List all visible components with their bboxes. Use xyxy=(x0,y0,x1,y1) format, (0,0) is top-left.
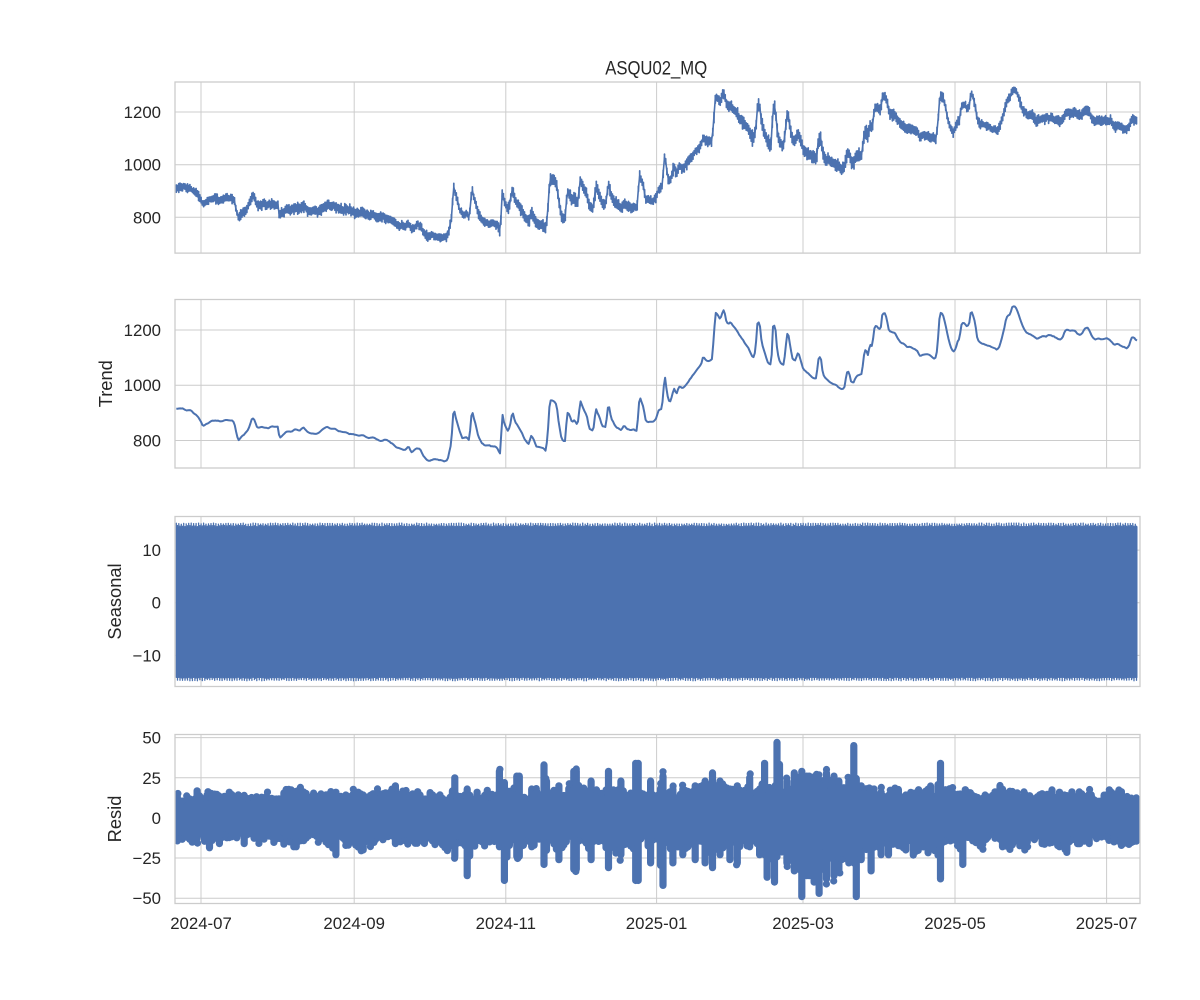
svg-text:10: 10 xyxy=(142,541,161,560)
svg-text:0: 0 xyxy=(152,809,161,828)
svg-text:1200: 1200 xyxy=(124,103,161,122)
svg-text:800: 800 xyxy=(133,208,161,227)
svg-text:25: 25 xyxy=(142,769,161,788)
svg-text:2024-11: 2024-11 xyxy=(476,914,536,933)
svg-text:2025-03: 2025-03 xyxy=(772,914,834,933)
svg-text:Trend: Trend xyxy=(95,360,116,407)
svg-text:−25: −25 xyxy=(133,849,161,868)
svg-text:2025-01: 2025-01 xyxy=(626,914,688,933)
svg-text:1200: 1200 xyxy=(124,321,161,340)
svg-text:ASQU02_MQ: ASQU02_MQ xyxy=(605,59,707,80)
svg-text:0: 0 xyxy=(152,594,161,613)
svg-text:2025-05: 2025-05 xyxy=(924,914,986,933)
svg-text:800: 800 xyxy=(133,432,161,451)
svg-text:1000: 1000 xyxy=(124,376,161,395)
svg-text:1000: 1000 xyxy=(124,156,161,175)
svg-text:−50: −50 xyxy=(133,889,161,908)
svg-text:Resid: Resid xyxy=(104,796,125,843)
svg-text:Seasonal: Seasonal xyxy=(104,563,125,639)
svg-text:2025-07: 2025-07 xyxy=(1076,914,1138,933)
svg-text:2024-07: 2024-07 xyxy=(170,914,232,933)
svg-text:2024-09: 2024-09 xyxy=(323,914,385,933)
svg-text:50: 50 xyxy=(142,729,161,748)
svg-text:−10: −10 xyxy=(133,646,161,665)
